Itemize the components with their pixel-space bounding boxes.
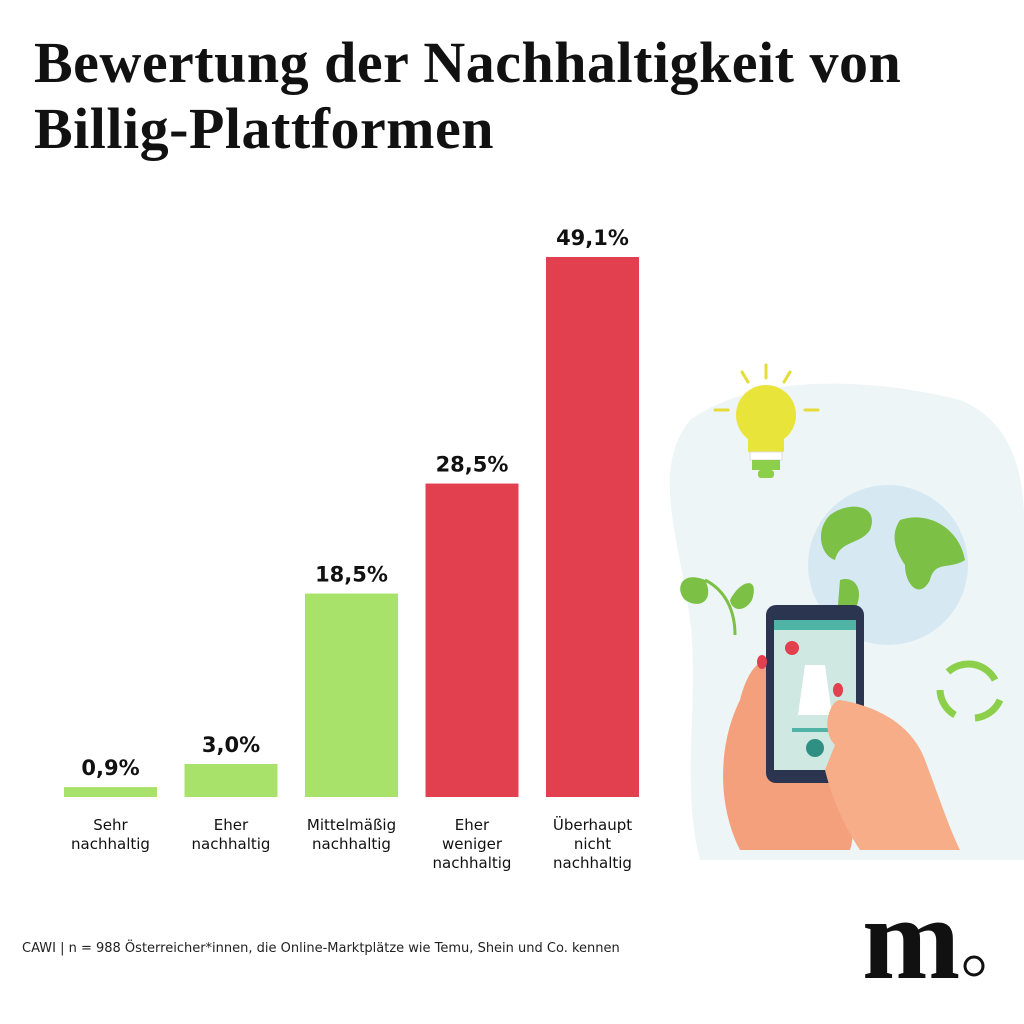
bar <box>305 593 398 797</box>
category-label: Eher nachhaltig <box>191 816 271 853</box>
bar <box>546 257 639 797</box>
bar <box>184 764 278 797</box>
chart-title: Bewertung der Nachhaltigkeit von Billig-… <box>34 30 902 161</box>
value-label: 18,5% <box>315 563 388 587</box>
logo-dot <box>963 955 985 977</box>
logo: m <box>862 880 986 998</box>
category-label: Überhaupt nicht nachhaltig <box>552 816 633 872</box>
bar <box>64 787 157 797</box>
value-label: 0,9% <box>81 756 139 780</box>
category-label: Mittelmäßig nachhaltig <box>306 816 397 853</box>
value-label: 28,5% <box>436 453 509 477</box>
value-label: 3,0% <box>202 733 260 757</box>
source-note: CAWI | n = 988 Österreicher*innen, die O… <box>22 941 620 956</box>
category-label: Sehr nachhaltig <box>71 816 150 853</box>
bar <box>425 483 519 797</box>
category-label: Eher weniger nachhaltig <box>432 816 512 872</box>
logo-text: m <box>862 873 961 1004</box>
value-label: 49,1% <box>556 226 629 250</box>
